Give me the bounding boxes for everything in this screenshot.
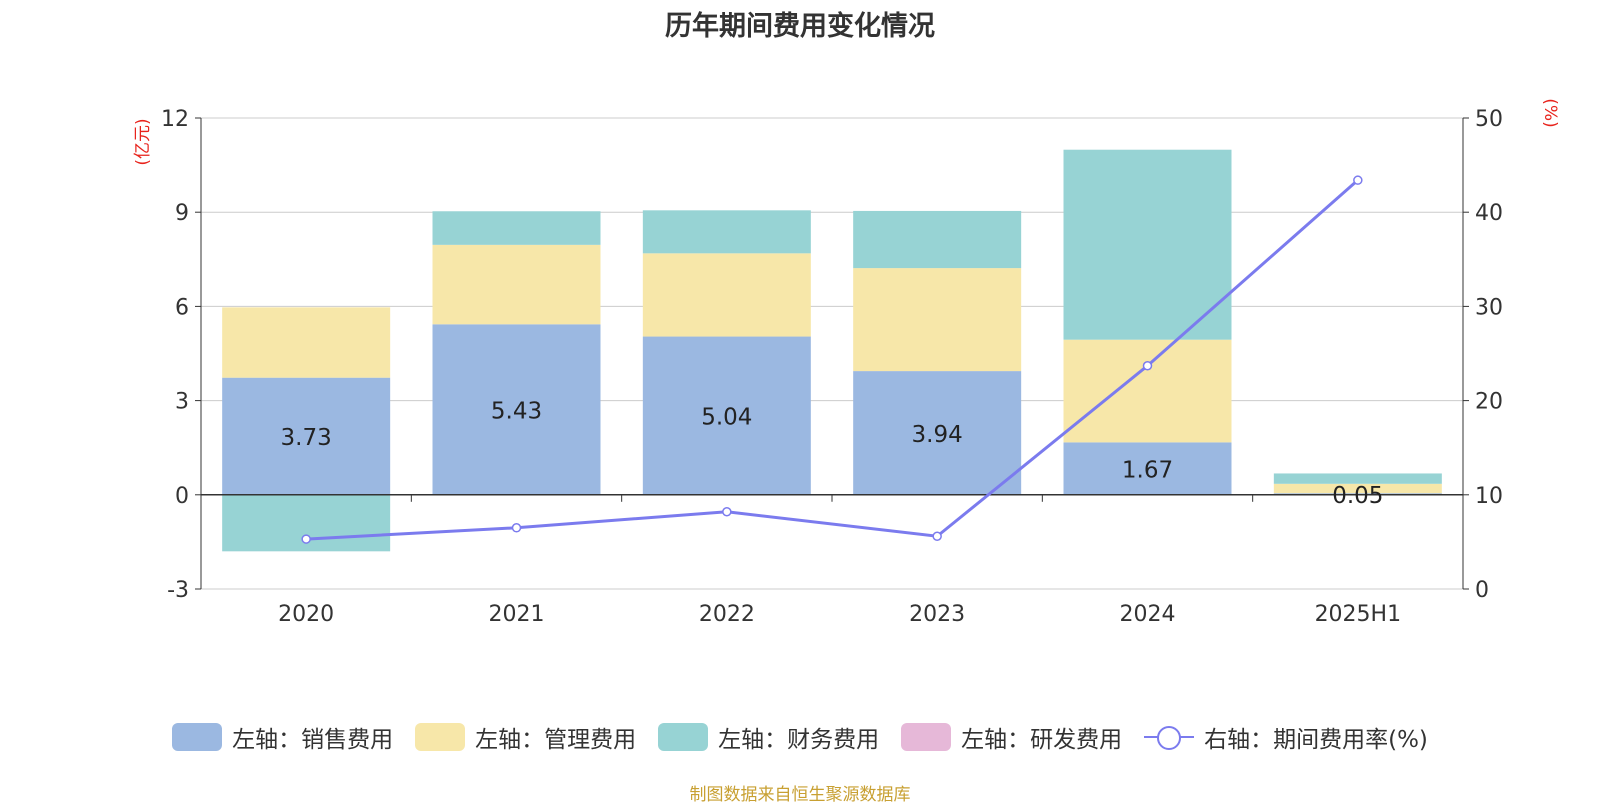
legend-item-expense-rate[interactable]: 右轴：期间费用率(%): [1144, 720, 1428, 754]
bar-data-label: 5.04: [701, 405, 752, 431]
left-axis-tick-label: 3: [175, 390, 189, 415]
bar-segment-finance-2025H1: [1273, 473, 1442, 484]
legend: 左轴：销售费用 左轴：管理费用 左轴：财务费用 左轴：研发费用 右轴：期间费用率…: [0, 720, 1600, 754]
bar-segment-admin-2024: [1063, 339, 1232, 443]
bar-segment-finance-2022: [642, 210, 811, 254]
right-axis-tick-label: 10: [1475, 484, 1503, 509]
bar-segment-sales-2021: [432, 324, 601, 495]
expense-rate-point-2021: [511, 523, 522, 533]
expense-rate-point-2020: [301, 534, 311, 544]
left-axis-tick-label: -3: [167, 578, 189, 603]
right-axis-tick-label: 40: [1475, 201, 1503, 226]
legend-swatch-expense-rate: [1144, 723, 1195, 751]
left-axis-unit-label: (亿元): [133, 118, 153, 165]
bar-segment-sales-2025H1: [1273, 493, 1442, 495]
bar-segment-sales-2023: [853, 371, 1022, 495]
x-axis-tick-label: 2020: [278, 602, 334, 627]
x-axis-tick-label: 2022: [699, 602, 755, 627]
chart-title: 历年期间费用变化情况: [665, 11, 935, 42]
bar-data-label: 3.94: [912, 422, 963, 448]
legend-label-sales: 左轴：销售费用: [232, 727, 394, 753]
bar-data-label: 3.73: [281, 425, 332, 451]
bar-segment-sales-2022: [642, 336, 811, 495]
bar-segment-admin-2021: [432, 244, 601, 325]
right-axis-unit-label: (%): [1540, 98, 1560, 127]
right-axis-tick-label: 50: [1475, 107, 1503, 132]
bar-segment-admin-2025H1: [1273, 483, 1442, 494]
bar-segment-admin-2023: [853, 268, 1022, 372]
right-axis-tick-label: 30: [1475, 295, 1503, 320]
expense-rate-line: [306, 179, 1359, 541]
x-axis-tick-label: 2024: [1120, 602, 1176, 627]
chart-canvas: -3 0 3 6 9 12 0 10 20 30 40 50 (亿元) (%) 2020 2021 2022 20…: [133, 98, 1560, 627]
legend-swatch-sales: [172, 723, 223, 751]
legend-swatch-finance: [658, 723, 709, 751]
legend-item-sales[interactable]: 左轴：销售费用: [172, 720, 393, 754]
expense-rate-point-2024: [1142, 360, 1153, 371]
x-axis-tick-label: 2021: [489, 602, 545, 627]
data-source-note: 制图数据来自恒生聚源数据库: [689, 785, 911, 805]
legend-item-rnd[interactable]: 左轴：研发费用: [901, 720, 1122, 754]
bar-segment-sales-2020: [222, 377, 391, 495]
right-axis-tick-label: 20: [1475, 390, 1503, 415]
legend-label-expense-rate: 右轴：期间费用率(%): [1204, 727, 1428, 753]
legend-label-rnd: 左轴：研发费用: [961, 727, 1123, 753]
legend-label-admin: 左轴：管理费用: [475, 727, 637, 753]
legend-swatch-admin: [415, 723, 466, 751]
left-axis-tick-label: 9: [175, 201, 189, 226]
x-axis-tick-label: 2025H1: [1315, 602, 1402, 627]
legend-item-admin[interactable]: 左轴：管理费用: [415, 720, 636, 754]
bar-data-label: 1.67: [1122, 458, 1173, 484]
bar-segment-finance-2024: [1063, 149, 1232, 340]
right-axis-tick-label: 0: [1475, 578, 1489, 603]
bar-segment-finance-2023: [853, 210, 1022, 269]
x-axis-tick-label: 2023: [909, 602, 965, 627]
expense-rate-point-2022: [722, 507, 732, 517]
expense-rate-point-2023: [932, 531, 942, 541]
bar-segment-admin-2022: [642, 253, 811, 337]
legend-label-finance: 左轴：财务费用: [718, 727, 880, 753]
left-axis-tick-label: 12: [161, 107, 189, 132]
left-axis-tick-label: 0: [175, 484, 189, 509]
expense-rate-point-2025H1: [1353, 175, 1363, 185]
bar-segment-finance-2021: [432, 211, 601, 245]
bar-data-label: 5.43: [491, 399, 542, 425]
left-axis-tick-label: 6: [175, 295, 189, 320]
legend-item-finance[interactable]: 左轴：财务费用: [658, 720, 879, 754]
bar-segment-sales-2024: [1063, 442, 1232, 495]
bar-data-label: 0.05: [1332, 483, 1383, 509]
bar-segment-admin-2020: [222, 307, 391, 378]
legend-swatch-rnd: [901, 723, 952, 751]
